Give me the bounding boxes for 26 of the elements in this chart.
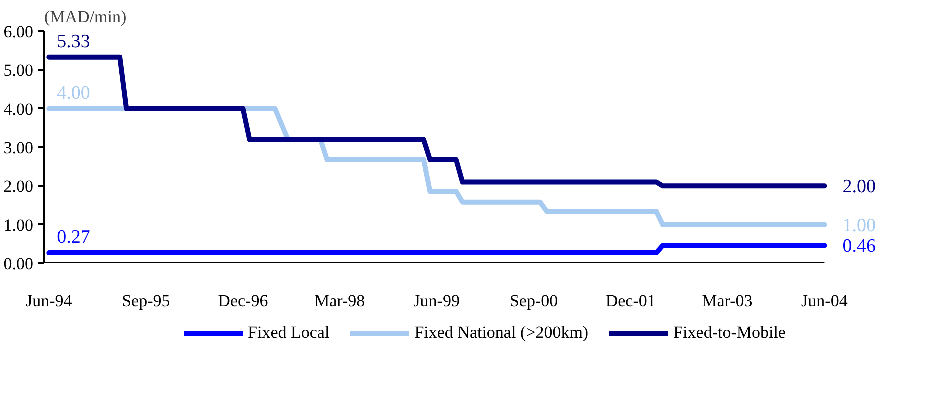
x-tick-label: Dec-01 [606,292,656,310]
x-tick-label: Sep-95 [122,292,170,310]
x-tick-label: Mar-03 [702,292,753,310]
annotation: 1.00 [842,215,876,236]
y-tick-label: 6.00 [4,22,34,42]
x-tick-label: Dec-96 [218,292,268,310]
y-axis-title: (MAD/min) [44,8,127,26]
legend-label: Fixed National (>200km) [414,323,589,343]
legend-label: Fixed-to-Mobile [674,323,786,343]
y-tick-label: 0.00 [4,254,34,274]
annotation: 0.27 [57,227,90,248]
y-tick-label: 3.00 [4,138,34,158]
legend-label: Fixed Local [248,323,330,343]
x-tick-label: Mar-98 [314,292,366,310]
annotation: 5.33 [57,31,90,52]
y-tick-label: 5.00 [4,61,34,80]
x-tick-label: Jun-94 [26,292,73,310]
annotation: 4.00 [57,82,90,104]
y-tick-label: 1.00 [4,216,34,235]
x-tick-label: Sep-00 [510,292,558,310]
x-tick-label: Jun-04 [802,292,848,310]
annotation: 0.46 [842,236,876,258]
annotation: 2.00 [842,176,876,198]
x-tick-label: Jun-99 [414,292,460,310]
y-tick-label: 4.00 [4,100,34,119]
y-tick-label: 2.00 [4,177,34,196]
